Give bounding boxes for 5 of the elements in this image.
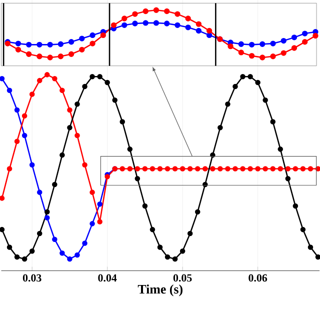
x-tick-label: 0.04 [98, 274, 117, 282]
x-tick-label: 0.05 [173, 274, 192, 282]
x-axis-title: Time (s) [138, 284, 182, 296]
x-tick-label: 0.06 [248, 274, 268, 282]
x-tick-label: 0.03 [22, 274, 42, 282]
